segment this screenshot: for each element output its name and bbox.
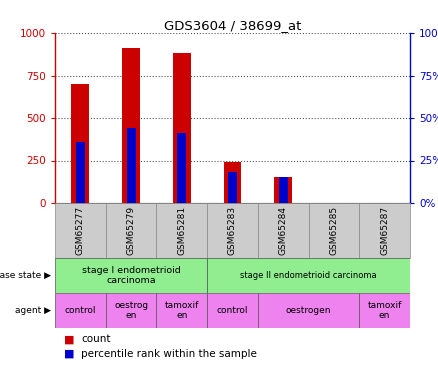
Bar bbox=[228, 171, 237, 203]
Bar bbox=[359, 203, 410, 258]
Bar bbox=[274, 177, 292, 203]
Bar bbox=[71, 84, 89, 203]
Bar bbox=[258, 293, 359, 328]
Text: stage I endometrioid
carcinoma: stage I endometrioid carcinoma bbox=[82, 266, 180, 285]
Text: GSM65284: GSM65284 bbox=[279, 206, 288, 255]
Bar bbox=[173, 53, 191, 203]
Bar bbox=[207, 293, 258, 328]
Text: GSM65277: GSM65277 bbox=[76, 206, 85, 255]
Bar bbox=[106, 293, 156, 328]
Bar bbox=[359, 293, 410, 328]
Bar bbox=[127, 128, 136, 203]
Text: ■: ■ bbox=[64, 349, 74, 358]
Text: GSM65287: GSM65287 bbox=[380, 206, 389, 255]
Text: control: control bbox=[65, 306, 96, 315]
Bar bbox=[156, 293, 207, 328]
Bar bbox=[224, 162, 241, 203]
Text: control: control bbox=[217, 306, 248, 315]
Title: GDS3604 / 38699_at: GDS3604 / 38699_at bbox=[164, 19, 301, 32]
Text: percentile rank within the sample: percentile rank within the sample bbox=[81, 349, 257, 358]
Text: ■: ■ bbox=[64, 334, 74, 344]
Bar bbox=[76, 142, 85, 203]
Text: GSM65285: GSM65285 bbox=[329, 206, 339, 255]
Bar bbox=[207, 203, 258, 258]
Text: GSM65281: GSM65281 bbox=[177, 206, 186, 255]
Text: tamoxif
en: tamoxif en bbox=[367, 301, 402, 320]
Text: GSM65279: GSM65279 bbox=[127, 206, 136, 255]
Bar bbox=[309, 203, 359, 258]
Text: agent ▶: agent ▶ bbox=[14, 306, 51, 315]
Text: oestrogen: oestrogen bbox=[286, 306, 331, 315]
Bar bbox=[122, 48, 140, 203]
Text: stage II endometrioid carcinoma: stage II endometrioid carcinoma bbox=[240, 271, 377, 280]
Bar bbox=[156, 203, 207, 258]
Bar bbox=[55, 203, 106, 258]
Text: tamoxif
en: tamoxif en bbox=[165, 301, 199, 320]
Bar bbox=[177, 133, 186, 203]
Bar bbox=[55, 293, 106, 328]
Bar bbox=[207, 258, 410, 293]
Text: disease state ▶: disease state ▶ bbox=[0, 271, 51, 280]
Bar bbox=[258, 203, 309, 258]
Text: GSM65283: GSM65283 bbox=[228, 206, 237, 255]
Bar bbox=[55, 258, 207, 293]
Text: oestrog
en: oestrog en bbox=[114, 301, 148, 320]
Bar bbox=[279, 177, 288, 203]
Bar bbox=[106, 203, 156, 258]
Text: count: count bbox=[81, 334, 111, 344]
